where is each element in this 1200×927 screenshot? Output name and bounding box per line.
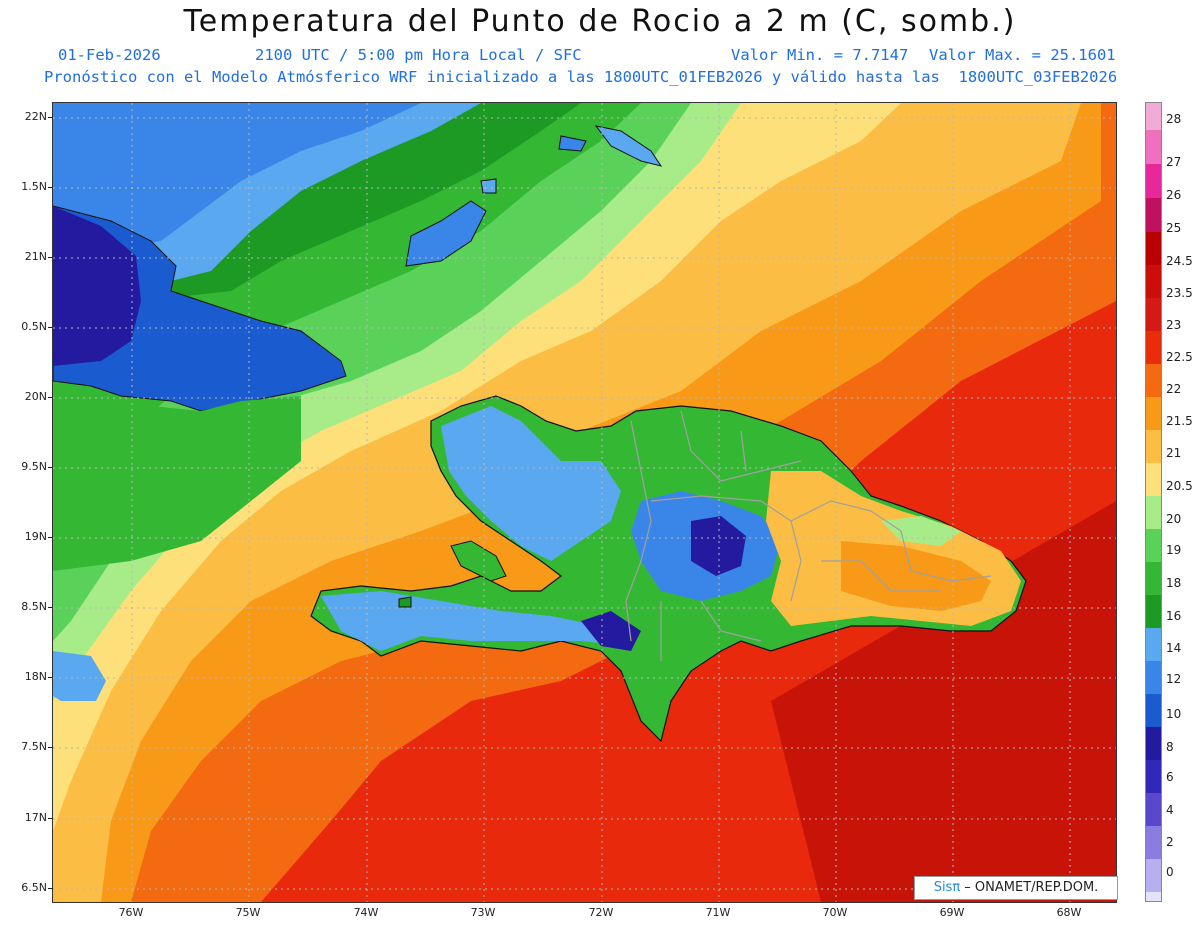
legend-label: 23 [1166, 318, 1182, 332]
legend-swatch [1146, 529, 1161, 562]
lat-tick: 8.5N [0, 600, 53, 613]
lat-tick: 17N [0, 811, 53, 824]
lat-tick: 20N [0, 390, 53, 403]
legend-swatch [1146, 727, 1161, 760]
color-legend [1145, 102, 1162, 902]
lat-tick: 19N [0, 530, 53, 543]
legend-swatch [1146, 595, 1161, 628]
lon-tick: 73W [470, 906, 496, 919]
max-value: Valor Max. = 25.1601 [929, 46, 1116, 64]
min-value: Valor Min. = 7.7147 [731, 46, 909, 64]
forecast-date: 01-Feb-2026 [58, 46, 161, 64]
legend-label: 20 [1166, 512, 1182, 526]
legend-swatch [1146, 793, 1161, 826]
legend-label: 8 [1166, 740, 1174, 754]
lat-tick: 18N [0, 670, 53, 683]
lon-tick: 71W [705, 906, 731, 919]
legend-label: 20.5 [1166, 479, 1193, 493]
legend-swatch [1146, 562, 1161, 595]
legend-label: 22.5 [1166, 350, 1193, 364]
legend-swatch [1146, 232, 1161, 265]
legend-label: 2 [1166, 835, 1174, 849]
lon-tick: 74W [353, 906, 379, 919]
legend-label: 21 [1166, 446, 1182, 460]
legend-swatch [1146, 331, 1161, 364]
legend-swatch [1146, 694, 1161, 727]
legend-swatch [1146, 364, 1161, 397]
dewpoint-field [53, 103, 1116, 902]
legend-swatch [1146, 103, 1161, 130]
legend-label: 26 [1166, 188, 1182, 202]
legend-swatch [1146, 760, 1161, 793]
lon-tick: 72W [588, 906, 614, 919]
legend-label: 24.5 [1166, 254, 1193, 268]
lat-tick: 1.5N [0, 180, 53, 193]
legend-label: 12 [1166, 672, 1182, 686]
model-info: Pronóstico con el Modelo Atmósferico WRF… [44, 68, 1118, 86]
legend-label: 0 [1166, 865, 1174, 879]
lat-tick: 22N [0, 110, 53, 123]
legend-label: 28 [1166, 112, 1182, 126]
legend-swatch [1146, 430, 1161, 463]
legend-swatch [1146, 661, 1161, 694]
legend-swatch [1146, 628, 1161, 661]
legend-label: 4 [1166, 803, 1174, 817]
legend-swatch [1146, 397, 1161, 430]
legend-label: 23.5 [1166, 286, 1193, 300]
dewpoint-map[interactable] [52, 102, 1117, 903]
map-title: Temperatura del Punto de Rocio a 2 m (C,… [183, 4, 1017, 39]
legend-label: 16 [1166, 609, 1182, 623]
lat-tick: 9.5N [0, 460, 53, 473]
credit-org: – ONAMET/REP.DOM. [960, 880, 1099, 895]
lat-tick: 0.5N [0, 320, 53, 333]
legend-swatch [1146, 496, 1161, 529]
legend-swatch [1146, 298, 1161, 331]
legend-label: 18 [1166, 576, 1182, 590]
credit-box: Sisπ – ONAMET/REP.DOM. [914, 876, 1118, 900]
legend-label: 22 [1166, 382, 1182, 396]
legend-swatch [1146, 198, 1161, 232]
legend-swatch [1146, 164, 1161, 198]
legend-swatch [1146, 826, 1161, 859]
legend-label: 25 [1166, 221, 1182, 235]
legend-swatch [1146, 859, 1161, 892]
sis-logo: Sisπ [933, 880, 961, 895]
lat-tick: 6.5N [0, 881, 53, 894]
lat-tick: 7.5N [0, 740, 53, 753]
legend-swatch [1146, 463, 1161, 496]
legend-swatch [1146, 265, 1161, 298]
legend-label: 10 [1166, 707, 1182, 721]
legend-label: 27 [1166, 155, 1182, 169]
lon-tick: 69W [939, 906, 965, 919]
lat-tick: 21N [0, 250, 53, 263]
legend-swatch [1146, 892, 1161, 901]
legend-label: 21.5 [1166, 414, 1193, 428]
legend-label: 19 [1166, 543, 1182, 557]
lon-tick: 76W [118, 906, 144, 919]
lon-tick: 70W [822, 906, 848, 919]
lon-tick: 75W [235, 906, 261, 919]
legend-label: 6 [1166, 770, 1174, 784]
legend-label: 14 [1166, 641, 1182, 655]
legend-swatch [1146, 130, 1161, 164]
lon-tick: 68W [1056, 906, 1082, 919]
forecast-time: 2100 UTC / 5:00 pm Hora Local / SFC [255, 46, 582, 64]
